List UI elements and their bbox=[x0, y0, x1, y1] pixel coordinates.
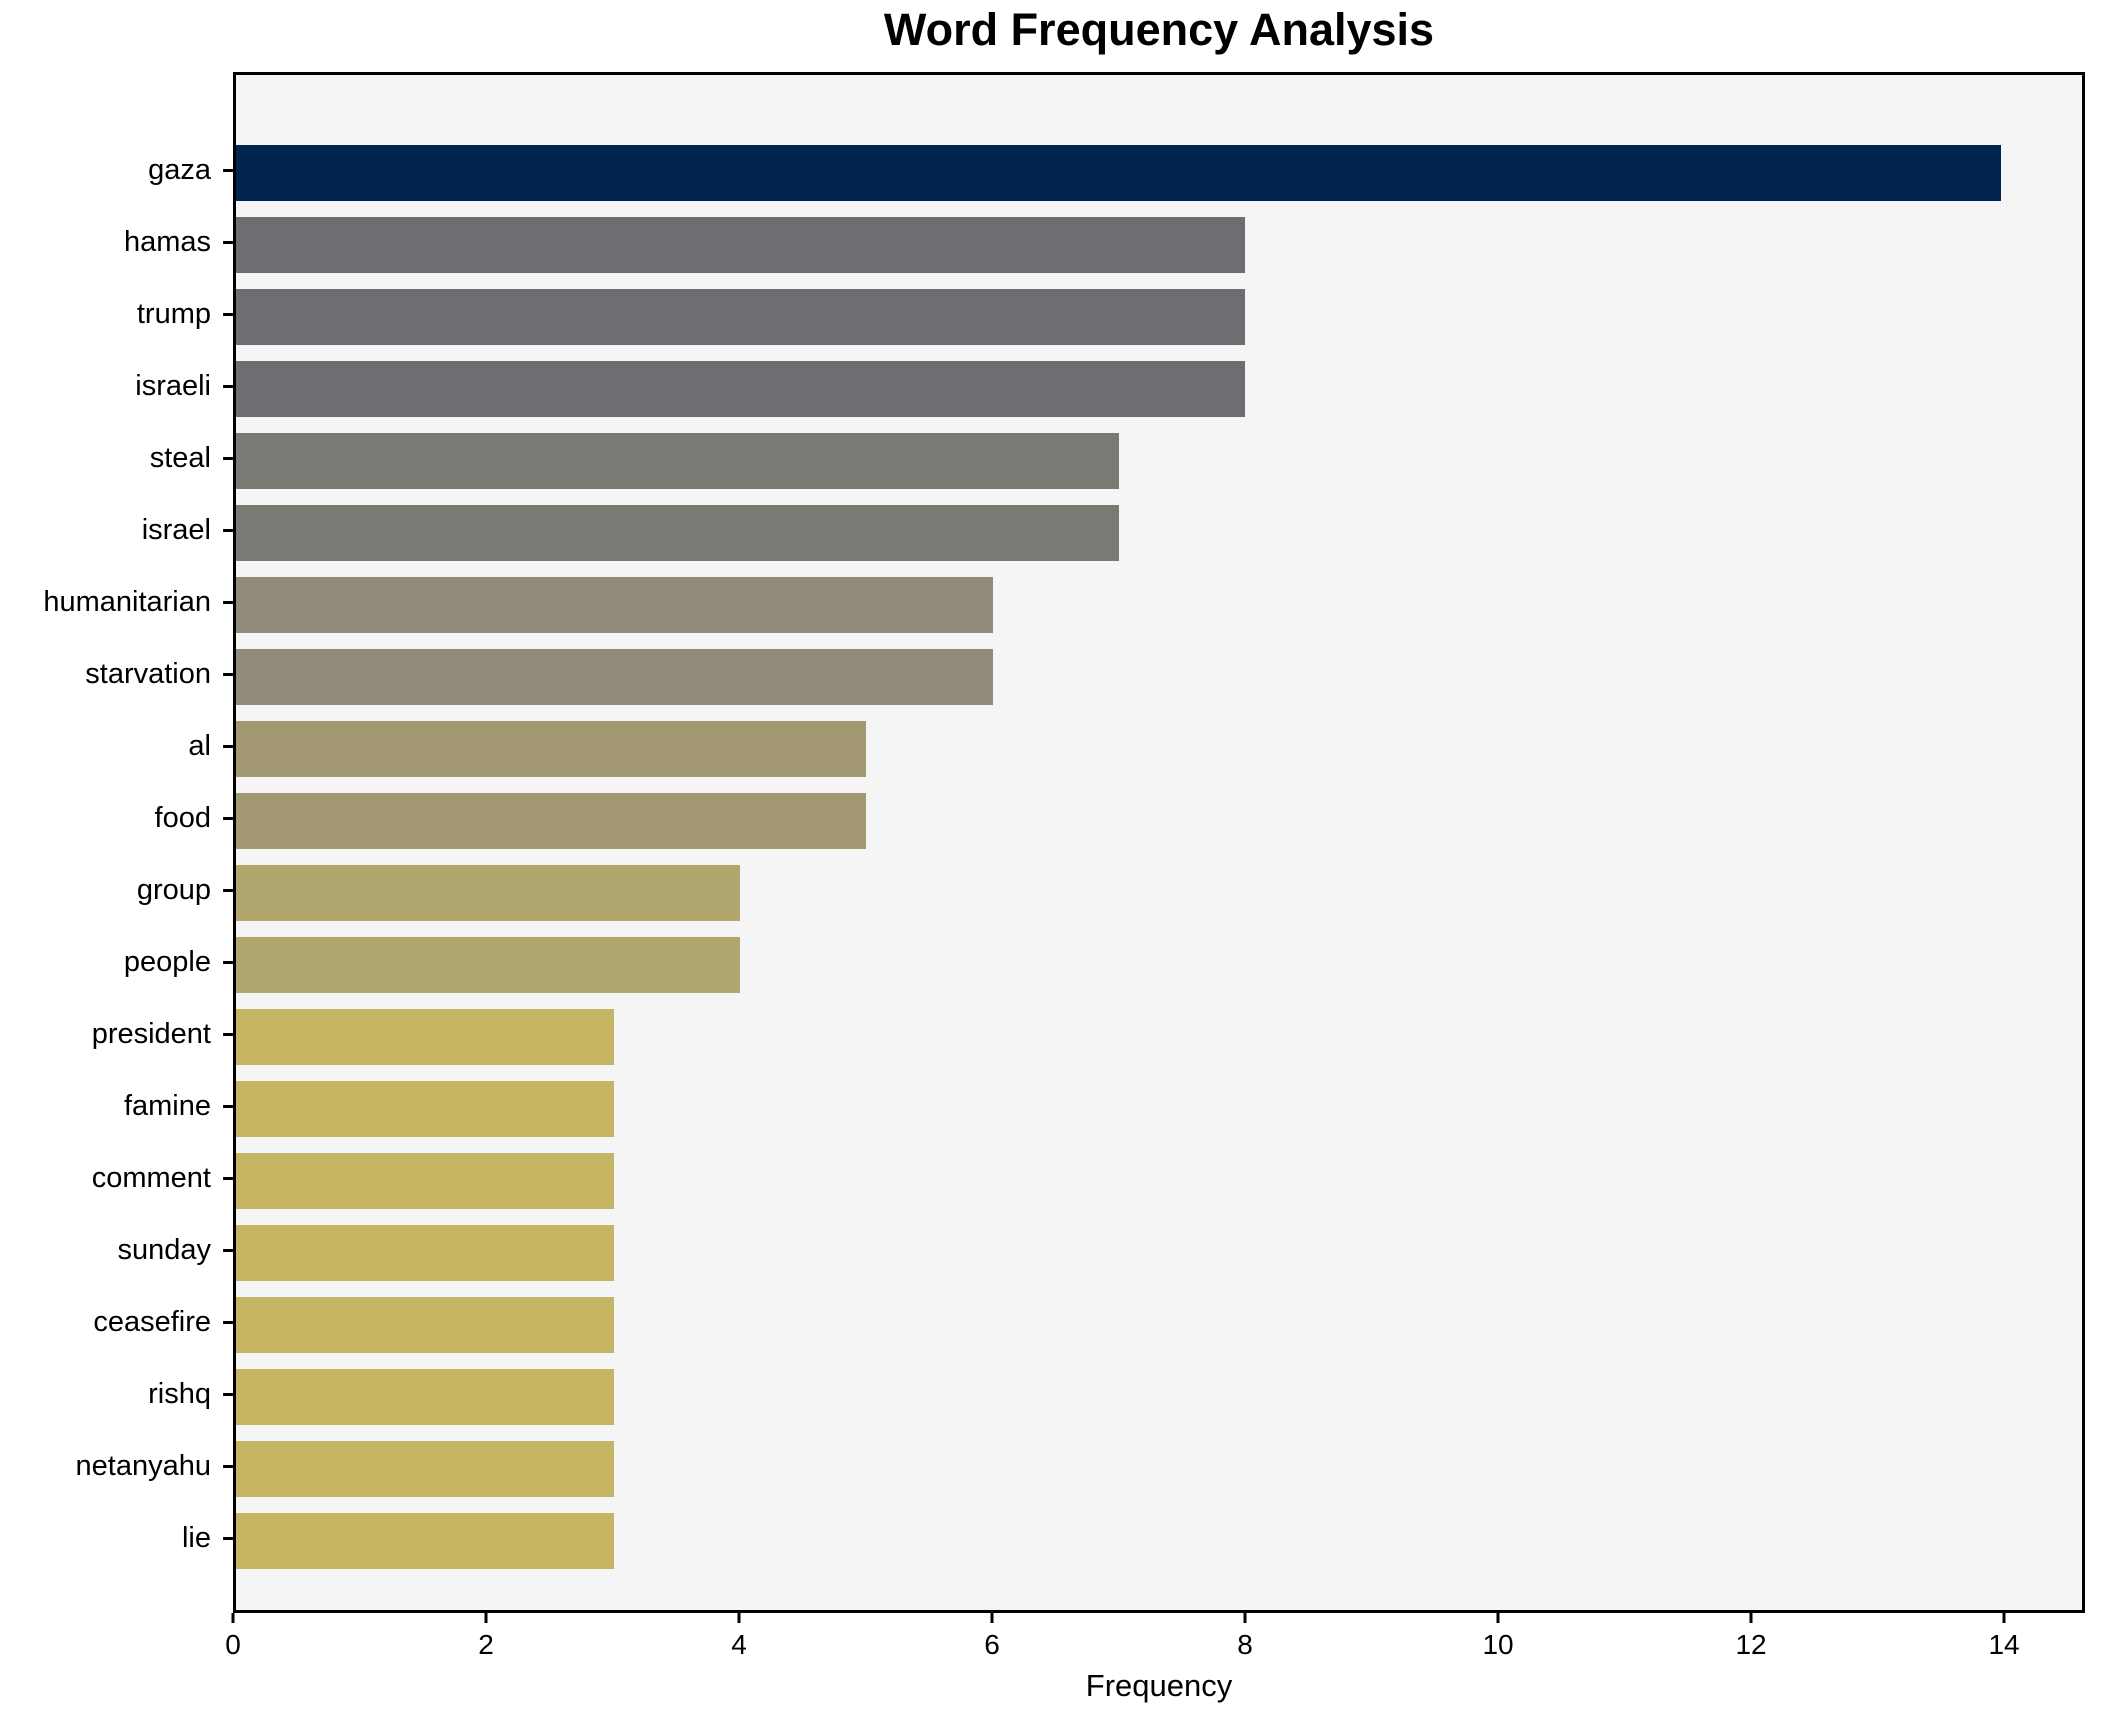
ytick-mark-al bbox=[223, 744, 233, 748]
bar-lie bbox=[236, 1513, 615, 1569]
ytick-label-sunday: sunday bbox=[117, 1234, 211, 1266]
ytick-mark-group bbox=[223, 888, 233, 892]
ytick-label-humanitarian: humanitarian bbox=[43, 586, 211, 618]
xtick-mark-12 bbox=[1749, 1613, 1753, 1623]
xtick-label-2: 2 bbox=[478, 1629, 494, 1660]
bar-food bbox=[236, 793, 867, 849]
ytick-label-starvation: starvation bbox=[85, 658, 211, 690]
bar-trump bbox=[236, 289, 1245, 345]
ytick-mark-starvation bbox=[223, 672, 233, 676]
ytick-label-trump: trump bbox=[136, 298, 211, 330]
xtick-label-12: 12 bbox=[1735, 1629, 1767, 1660]
ytick-label-gaza: gaza bbox=[148, 154, 211, 186]
ytick-mark-people bbox=[223, 960, 233, 964]
xtick-mark-0 bbox=[231, 1613, 235, 1623]
plot-area bbox=[233, 72, 2085, 1613]
ytick-label-people: people bbox=[123, 946, 211, 978]
bar-israeli bbox=[236, 361, 1245, 417]
ytick-label-group: group bbox=[136, 874, 211, 906]
xtick-mark-6 bbox=[990, 1613, 994, 1623]
ytick-mark-comment bbox=[223, 1176, 233, 1180]
y-axis-tick-labels: gaza hamas trump israeli steal israel humanita… bbox=[0, 72, 233, 1613]
ytick-mark-hamas bbox=[223, 240, 233, 244]
ytick-label-hamas: hamas bbox=[123, 226, 211, 258]
ytick-mark-ceasefire bbox=[223, 1320, 233, 1324]
ytick-label-steal: steal bbox=[149, 442, 211, 474]
ytick-label-president: president bbox=[91, 1018, 211, 1050]
xtick-mark-4 bbox=[737, 1613, 741, 1623]
bar-rishq bbox=[236, 1369, 615, 1425]
bar-israel bbox=[236, 505, 1119, 561]
bar-hamas bbox=[236, 217, 1245, 273]
bar-sunday bbox=[236, 1225, 615, 1281]
xtick-label-6: 6 bbox=[984, 1629, 1000, 1660]
xtick-label-4: 4 bbox=[731, 1629, 747, 1660]
x-axis-label: Frequency bbox=[1085, 1668, 1233, 1703]
bar-president bbox=[236, 1009, 615, 1065]
ytick-label-ceasefire: ceasefire bbox=[93, 1306, 211, 1338]
xtick-label-0: 0 bbox=[225, 1629, 241, 1660]
bar-humanitarian bbox=[236, 577, 993, 633]
ytick-mark-famine bbox=[223, 1104, 233, 1108]
ytick-mark-israeli bbox=[223, 384, 233, 388]
ytick-mark-sunday bbox=[223, 1248, 233, 1252]
bar-group bbox=[236, 865, 741, 921]
ytick-label-famine: famine bbox=[123, 1090, 211, 1122]
ytick-label-lie: lie bbox=[181, 1522, 211, 1554]
ytick-label-comment: comment bbox=[91, 1162, 211, 1194]
ytick-mark-netanyahu bbox=[223, 1464, 233, 1468]
ytick-label-israel: israel bbox=[141, 514, 211, 546]
bar-al bbox=[236, 721, 867, 777]
xtick-mark-2 bbox=[484, 1613, 488, 1623]
ytick-label-food: food bbox=[154, 802, 211, 834]
ytick-mark-steal bbox=[223, 456, 233, 460]
xtick-label-8: 8 bbox=[1237, 1629, 1253, 1660]
bar-steal bbox=[236, 433, 1119, 489]
ytick-mark-humanitarian bbox=[223, 600, 233, 604]
ytick-mark-president bbox=[223, 1032, 233, 1036]
bars-container bbox=[236, 75, 2082, 1610]
chart-title: Word Frequency Analysis bbox=[883, 4, 1435, 55]
xtick-mark-8 bbox=[1243, 1613, 1247, 1623]
bar-gaza bbox=[236, 145, 2002, 201]
ytick-mark-trump bbox=[223, 312, 233, 316]
x-axis-ticks: 0 2 4 6 8 10 12 14 bbox=[225, 1613, 2085, 1683]
bar-comment bbox=[236, 1153, 615, 1209]
bar-ceasefire bbox=[236, 1297, 615, 1353]
ytick-label-netanyahu: netanyahu bbox=[75, 1450, 211, 1482]
bar-starvation bbox=[236, 649, 993, 705]
bar-people bbox=[236, 937, 741, 993]
ytick-mark-lie bbox=[223, 1536, 233, 1540]
ytick-mark-gaza bbox=[223, 168, 233, 172]
ytick-mark-rishq bbox=[223, 1392, 233, 1396]
ytick-mark-food bbox=[223, 816, 233, 820]
bar-netanyahu bbox=[236, 1441, 615, 1497]
ytick-label-al: al bbox=[188, 730, 211, 762]
ytick-label-rishq: rishq bbox=[148, 1378, 211, 1410]
xtick-label-10: 10 bbox=[1482, 1629, 1514, 1660]
ytick-label-israeli: israeli bbox=[135, 370, 211, 402]
ytick-mark-israel bbox=[223, 528, 233, 532]
bar-famine bbox=[236, 1081, 615, 1137]
xtick-label-14: 14 bbox=[1988, 1629, 2020, 1660]
xtick-mark-10 bbox=[1496, 1613, 1500, 1623]
xtick-mark-14 bbox=[2002, 1613, 2006, 1623]
